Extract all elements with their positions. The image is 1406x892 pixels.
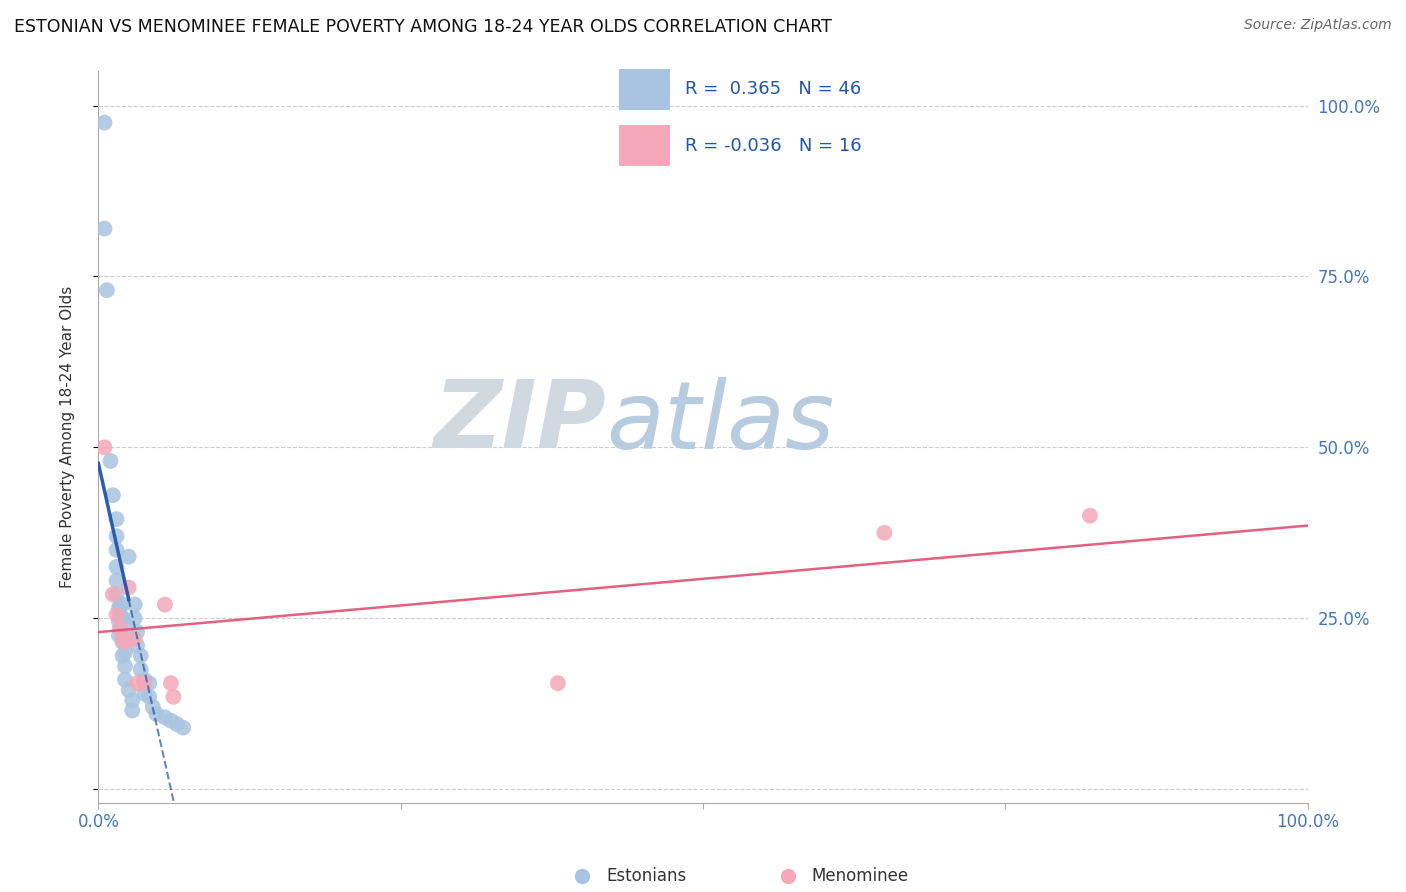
Point: [108, 607, 131, 622]
Point: [105, 560, 128, 574]
Point: [124, 611, 146, 625]
Point: [134, 673, 156, 687]
Point: [153, 598, 176, 612]
Point: [101, 587, 124, 601]
Point: [108, 601, 131, 615]
Point: [111, 598, 134, 612]
Point: [111, 635, 134, 649]
Point: [108, 628, 131, 642]
Point: [114, 659, 136, 673]
Point: [172, 721, 194, 735]
Point: [124, 632, 146, 646]
Point: [93, 440, 115, 454]
Text: Estonians: Estonians: [606, 867, 686, 885]
Point: [108, 622, 131, 636]
Point: [571, 850, 593, 864]
Point: [160, 676, 183, 690]
Text: R = -0.036   N = 16: R = -0.036 N = 16: [685, 136, 862, 155]
Point: [114, 635, 136, 649]
Point: [153, 710, 176, 724]
Text: Menominee: Menominee: [811, 867, 908, 885]
Point: [111, 648, 134, 663]
Point: [134, 686, 156, 700]
Point: [127, 676, 149, 690]
Text: R =  0.365   N = 46: R = 0.365 N = 46: [685, 80, 862, 98]
Point: [118, 581, 141, 595]
Point: [108, 615, 131, 629]
Point: [118, 549, 141, 564]
Point: [121, 693, 143, 707]
Text: ESTONIAN VS MENOMINEE FEMALE POVERTY AMONG 18-24 YEAR OLDS CORRELATION CHART: ESTONIAN VS MENOMINEE FEMALE POVERTY AMO…: [14, 18, 832, 36]
Point: [93, 221, 115, 235]
Point: [108, 598, 131, 612]
Point: [776, 850, 799, 864]
Point: [105, 574, 128, 588]
Point: [111, 632, 134, 646]
Point: [138, 690, 160, 704]
Text: ZIP: ZIP: [433, 376, 606, 468]
Point: [114, 673, 136, 687]
Point: [105, 512, 128, 526]
Point: [129, 663, 152, 677]
Point: [160, 714, 183, 728]
Text: Source: ZipAtlas.com: Source: ZipAtlas.com: [1244, 18, 1392, 32]
Point: [111, 611, 134, 625]
Point: [134, 676, 156, 690]
Point: [162, 690, 184, 704]
Point: [166, 717, 188, 731]
Point: [138, 676, 160, 690]
Point: [101, 488, 124, 502]
Point: [121, 704, 143, 718]
Point: [108, 622, 131, 636]
Point: [118, 683, 141, 698]
Y-axis label: Female Poverty Among 18-24 Year Olds: Female Poverty Among 18-24 Year Olds: [60, 286, 75, 588]
Point: [547, 676, 569, 690]
Point: [93, 115, 115, 129]
Point: [142, 700, 165, 714]
Point: [127, 639, 149, 653]
Point: [105, 542, 128, 557]
Point: [114, 632, 136, 646]
Point: [105, 587, 128, 601]
FancyBboxPatch shape: [619, 69, 671, 110]
Point: [100, 454, 122, 468]
Point: [1078, 508, 1101, 523]
Text: atlas: atlas: [606, 377, 835, 468]
Point: [873, 525, 896, 540]
Point: [114, 645, 136, 659]
Point: [96, 283, 118, 297]
FancyBboxPatch shape: [619, 126, 671, 166]
Point: [127, 624, 149, 639]
Point: [114, 618, 136, 632]
Point: [145, 706, 167, 721]
Point: [129, 648, 152, 663]
Point: [105, 607, 128, 622]
Point: [105, 529, 128, 543]
Point: [124, 598, 146, 612]
